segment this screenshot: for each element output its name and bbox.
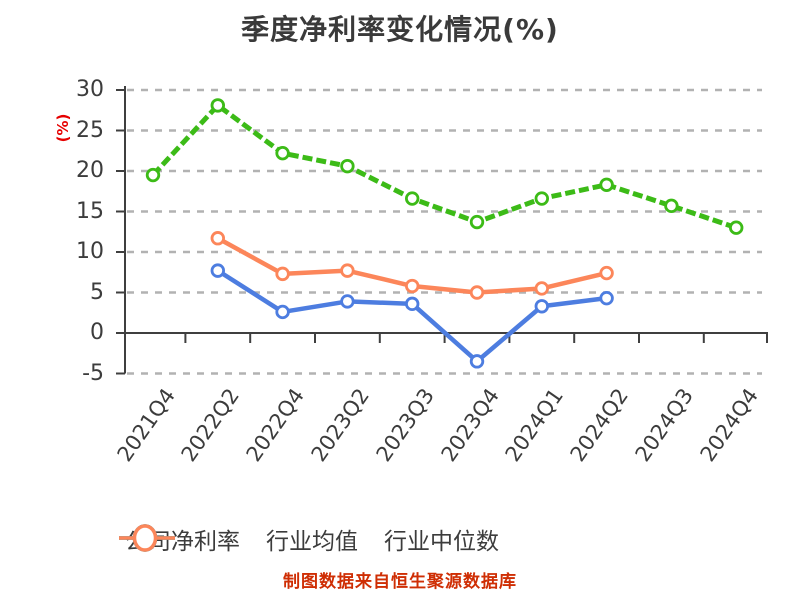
legend: 公司净利率 行业均值 行业中位数 — [119, 522, 499, 556]
y-tick-label-10: 10 — [76, 239, 104, 264]
data-point-0-1 — [210, 98, 226, 113]
data-point-0-5 — [469, 214, 485, 230]
y-tick-label-15: 15 — [76, 198, 104, 224]
data-point-2-6 — [534, 281, 550, 296]
data-point-2-1 — [210, 231, 226, 246]
y-tick-label-5: 5 — [90, 279, 104, 305]
data-point-1-1 — [210, 263, 226, 278]
y-tick-label-20: 20 — [76, 158, 104, 183]
data-point-1-5 — [469, 354, 485, 369]
legend-item-2: 行业中位数 — [119, 522, 499, 556]
data-point-1-3 — [340, 294, 355, 309]
data-point-1-4 — [405, 296, 420, 312]
data-point-0-7 — [599, 177, 614, 192]
y-tick-label-0: 0 — [90, 320, 104, 345]
data-point-0-0 — [145, 167, 161, 183]
legend-item-1: 行业均值 — [119, 522, 358, 556]
data-point-2-2 — [275, 266, 290, 282]
data-point-0-8 — [664, 198, 679, 214]
data-point-1-2 — [275, 304, 290, 320]
data-source-note: 制图数据来自恒生聚源数据库 — [283, 572, 517, 592]
data-point-2-4 — [405, 278, 420, 294]
legend-label: 行业均值 — [266, 529, 358, 555]
legend-label: 行业中位数 — [384, 529, 499, 555]
data-point-1-7 — [599, 290, 614, 306]
y-tick-label-30: 30 — [76, 77, 104, 102]
series-line-0 — [151, 102, 737, 231]
y-tick-label--5: -5 — [82, 360, 104, 386]
chart-title: 季度净利率变化情况(%) — [241, 13, 559, 46]
data-point-0-2 — [275, 145, 290, 161]
data-point-0-6 — [534, 191, 550, 206]
data-point-0-4 — [405, 191, 420, 206]
data-point-1-6 — [534, 299, 550, 314]
data-point-0-9 — [729, 220, 744, 235]
data-point-2-7 — [599, 265, 614, 281]
legend-marker-icon — [119, 524, 175, 552]
data-point-2-5 — [469, 285, 485, 300]
y-tick-label-25: 25 — [76, 117, 104, 143]
data-point-0-3 — [340, 158, 355, 174]
data-point-2-3 — [340, 263, 355, 278]
